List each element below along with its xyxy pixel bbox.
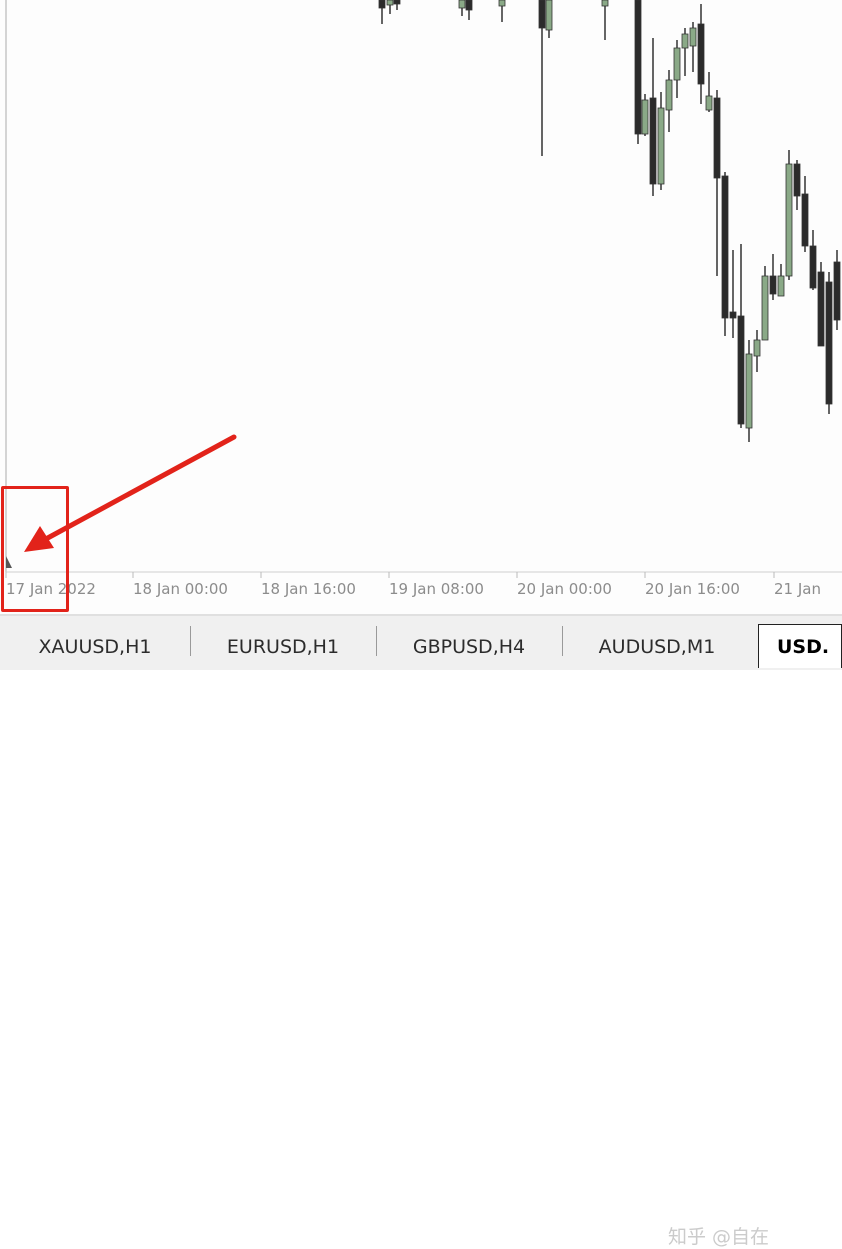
candle-body-bullish — [777, 275, 785, 297]
candle-body-bearish — [833, 261, 841, 321]
time-label: 18 Jan 00:00 — [133, 580, 228, 598]
candle-body-bearish — [793, 163, 801, 197]
tab-gbpusd-h4[interactable]: GBPUSD,H4 — [412, 636, 526, 658]
tab-audusd-m1[interactable]: AUDUSD,M1 — [598, 636, 716, 658]
candle-body-bullish — [458, 0, 466, 9]
candle-body-bullish — [601, 0, 609, 7]
candle-body-bullish — [753, 339, 761, 357]
candle-body-bearish — [378, 0, 386, 9]
candle-body-bearish — [801, 193, 809, 247]
candle-body-bearish — [769, 275, 777, 295]
candle-body-bullish — [705, 95, 713, 111]
tab-separator — [190, 626, 191, 656]
candle-body-bearish — [737, 315, 745, 425]
candle-body-bearish — [713, 97, 721, 179]
candle-body-bullish — [681, 33, 689, 49]
candle-body-bullish — [665, 79, 673, 111]
annotation-highlight-box — [1, 486, 69, 612]
candle-body-bearish — [809, 245, 817, 289]
time-label: 21 Jan — [774, 580, 821, 598]
candle-body-bearish — [393, 0, 401, 5]
candle-body-bullish — [386, 0, 394, 6]
candles — [378, 0, 841, 442]
annotation-arrow — [24, 434, 237, 552]
candle-body-bearish — [817, 271, 825, 347]
candle-body-bullish — [761, 275, 769, 341]
tab-separator — [376, 626, 377, 656]
chart-tabs-bar: XAUUSD,H1 EURUSD,H1 GBPUSD,H4 AUDUSD,M1 … — [0, 614, 842, 1248]
tab-eurusd-h1[interactable]: EURUSD,H1 — [226, 636, 340, 658]
candle-body-bullish — [745, 353, 753, 429]
time-label: 17 Jan 2022 — [6, 580, 96, 598]
candle-body-bearish — [697, 23, 705, 85]
watermark: 知乎 @自在 — [668, 1226, 770, 1248]
tab-separator — [562, 626, 563, 656]
tab-xauusd-h1[interactable]: XAUUSD,H1 — [38, 636, 152, 658]
candle-body-bullish — [785, 163, 793, 277]
candle-body-bullish — [498, 0, 506, 7]
time-label: 20 Jan 16:00 — [645, 580, 740, 598]
chart-area[interactable]: 17 Jan 2022 18 Jan 00:00 18 Jan 16:00 19… — [0, 0, 842, 614]
time-label: 19 Jan 08:00 — [389, 580, 484, 598]
time-label: 20 Jan 00:00 — [517, 580, 612, 598]
candle-body-bearish — [649, 97, 657, 185]
candle-body-bullish — [641, 99, 649, 135]
candle-body-bearish — [825, 281, 833, 405]
time-axis-ticks — [5, 572, 775, 578]
candle-body-bullish — [673, 47, 681, 81]
time-label: 18 Jan 16:00 — [261, 580, 356, 598]
chart-start-marker — [6, 556, 12, 568]
candle-body-bearish — [634, 0, 642, 135]
tab-usd-active[interactable]: USD. — [758, 624, 842, 668]
candle-body-bullish — [689, 27, 697, 47]
candle-body-bearish — [721, 175, 729, 319]
candle-body-bearish — [729, 311, 737, 319]
candlestick-chart — [5, 0, 842, 578]
candle-body-bearish — [538, 0, 546, 29]
candle-body-bearish — [465, 0, 473, 11]
candle-body-bullish — [545, 0, 553, 31]
candle-body-bullish — [657, 107, 665, 185]
